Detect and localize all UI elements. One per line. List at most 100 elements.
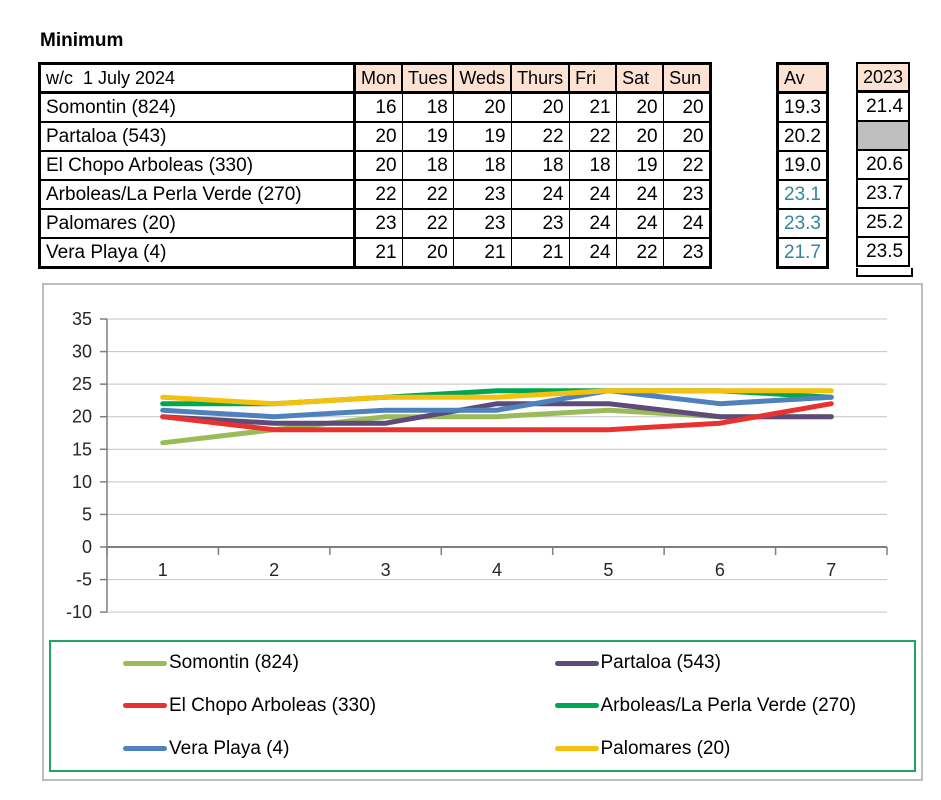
day-value-cell[interactable]: 23 bbox=[510, 208, 570, 239]
day-value-cell[interactable]: 19 bbox=[452, 121, 512, 152]
series-line-el-chopo-arboleas-330- bbox=[160, 401, 834, 433]
day-value-cell[interactable]: 24 bbox=[510, 179, 570, 210]
legend-item-label: Arboleas/La Perla Verde (270) bbox=[600, 694, 857, 716]
row-name-cell[interactable]: Arboleas/La Perla Verde (270) bbox=[38, 179, 356, 210]
legend-item[interactable]: Somontin (824) bbox=[51, 652, 483, 674]
day-value-cell[interactable]: 20 bbox=[662, 121, 711, 152]
av-value-cell[interactable]: 23.3 bbox=[777, 208, 828, 239]
row-name-cell[interactable]: Palomares (20) bbox=[38, 208, 356, 239]
day-value-cell[interactable]: 20 bbox=[354, 150, 403, 181]
day-value-cell[interactable]: 20 bbox=[401, 237, 454, 269]
table-row: Partaloa (543) 20 19 19 22 22 20 20 bbox=[38, 121, 711, 152]
day-value-cell[interactable]: 21 bbox=[452, 237, 512, 269]
day-value-cell[interactable]: 21 bbox=[568, 91, 617, 123]
y-axis-label: -10 bbox=[66, 602, 92, 622]
legend-item[interactable]: Arboleas/La Perla Verde (270) bbox=[483, 695, 915, 717]
day-value-cell[interactable]: 23 bbox=[354, 208, 403, 239]
day-value-cell[interactable]: 24 bbox=[568, 179, 617, 210]
year-empty-cell[interactable] bbox=[856, 120, 910, 151]
day-value-cell[interactable]: 22 bbox=[615, 237, 664, 269]
year-row: 23.7 bbox=[856, 178, 910, 209]
row-name-cell[interactable]: El Chopo Arboleas (330) bbox=[38, 150, 356, 181]
day-value-cell[interactable]: 22 bbox=[510, 121, 570, 152]
av-value-cell[interactable]: 23.1 bbox=[777, 179, 828, 210]
day-value-cell[interactable]: 18 bbox=[452, 150, 512, 181]
day-value-cell[interactable]: 23 bbox=[662, 237, 711, 269]
day-value-cell[interactable]: 22 bbox=[401, 208, 454, 239]
day-value-cell[interactable]: 21 bbox=[510, 237, 570, 269]
day-header[interactable]: Weds bbox=[452, 62, 513, 94]
day-value-cell[interactable]: 23 bbox=[452, 208, 512, 239]
row-name-cell[interactable]: Somontin (824) bbox=[38, 91, 356, 123]
year-value-cell[interactable]: 20.6 bbox=[856, 149, 910, 180]
legend-item[interactable]: El Chopo Arboleas (330) bbox=[51, 695, 483, 717]
table-row: El Chopo Arboleas (330) 20 18 18 18 18 19 22 bbox=[38, 150, 711, 181]
chart-container[interactable]: 35 30 25 20 15 10 5 0 -5 -10 1 2 3 4 5 6 7 Somontin (824… bbox=[42, 283, 923, 781]
day-value-cell[interactable]: 22 bbox=[354, 179, 403, 210]
day-value-cell[interactable]: 20 bbox=[615, 121, 664, 152]
year-value-cell[interactable]: 21.4 bbox=[856, 90, 910, 122]
y-axis-label: 5 bbox=[82, 504, 92, 524]
year-value-cell[interactable]: 25.2 bbox=[856, 207, 910, 238]
legend-line-swatch bbox=[554, 703, 599, 709]
x-axis-label: 3 bbox=[381, 560, 391, 580]
day-value-cell[interactable]: 18 bbox=[401, 150, 454, 181]
av-value-cell[interactable]: 21.7 bbox=[777, 237, 828, 269]
x-axis-label: 1 bbox=[158, 560, 168, 580]
day-value-cell[interactable]: 18 bbox=[510, 150, 570, 181]
av-header[interactable]: Av bbox=[776, 62, 829, 94]
legend-item-label: El Chopo Arboleas (330) bbox=[169, 694, 377, 716]
day-header[interactable]: Tues bbox=[401, 62, 455, 94]
day-value-cell[interactable]: 23 bbox=[662, 179, 711, 210]
day-value-cell[interactable]: 19 bbox=[615, 150, 664, 181]
day-header[interactable]: Mon bbox=[353, 62, 404, 94]
av-value-cell[interactable]: 19.0 bbox=[777, 150, 828, 181]
year-row: 20.6 bbox=[856, 149, 910, 180]
year-row bbox=[856, 120, 910, 151]
day-value-cell[interactable]: 24 bbox=[568, 208, 617, 239]
row-name-cell[interactable]: Partaloa (543) bbox=[38, 121, 356, 152]
average-row: 19.3 bbox=[777, 91, 828, 123]
table-row: Somontin (824) 16 18 20 20 21 20 20 bbox=[38, 91, 711, 123]
year-row: 23.5 bbox=[856, 236, 910, 267]
year-value-cell[interactable]: 23.7 bbox=[856, 178, 910, 209]
legend-item[interactable]: Partaloa (543) bbox=[483, 652, 915, 674]
day-value-cell[interactable]: 20 bbox=[452, 91, 512, 123]
day-value-cell[interactable]: 24 bbox=[615, 208, 664, 239]
day-header[interactable]: Sat bbox=[615, 62, 665, 94]
day-value-cell[interactable]: 23 bbox=[452, 179, 512, 210]
day-value-cell[interactable]: 22 bbox=[662, 150, 711, 181]
legend-item[interactable]: Palomares (20) bbox=[483, 738, 915, 760]
day-header[interactable]: Thurs bbox=[510, 62, 571, 94]
day-value-cell[interactable]: 19 bbox=[401, 121, 454, 152]
day-value-cell[interactable]: 24 bbox=[568, 237, 617, 269]
legend-item[interactable]: Vera Playa (4) bbox=[51, 738, 483, 760]
average-header-row: Av bbox=[776, 62, 829, 94]
day-value-cell[interactable]: 20 bbox=[354, 121, 403, 152]
row-name-cell[interactable]: Vera Playa (4) bbox=[38, 237, 356, 269]
year-value-cell[interactable]: 23.5 bbox=[856, 236, 910, 267]
day-value-cell[interactable]: 20 bbox=[510, 91, 570, 123]
y-axis-label: -5 bbox=[76, 570, 92, 590]
day-value-cell[interactable]: 20 bbox=[615, 91, 664, 123]
y-axis-label: 20 bbox=[72, 407, 92, 427]
day-header[interactable]: Fri bbox=[568, 62, 618, 94]
week-label-header[interactable]: w/c 1 July 2024 bbox=[38, 62, 356, 94]
day-value-cell[interactable]: 18 bbox=[401, 91, 454, 123]
day-value-cell[interactable]: 24 bbox=[615, 179, 664, 210]
year-header[interactable]: 2023 bbox=[855, 62, 911, 93]
day-value-cell[interactable]: 16 bbox=[354, 91, 403, 123]
day-value-cell[interactable]: 20 bbox=[662, 91, 711, 123]
day-value-cell[interactable]: 22 bbox=[568, 121, 617, 152]
average-row: 23.3 bbox=[777, 208, 828, 239]
av-value-cell[interactable]: 20.2 bbox=[777, 121, 828, 152]
day-value-cell[interactable]: 18 bbox=[568, 150, 617, 181]
av-value-cell[interactable]: 19.3 bbox=[777, 91, 828, 123]
average-table: Av 19.3 20.2 19.0 23.1 23.3 21.7 bbox=[776, 62, 829, 269]
day-header[interactable]: Sun bbox=[662, 62, 712, 94]
table-row: Arboleas/La Perla Verde (270) 22 22 23 24 24 2… bbox=[38, 179, 711, 210]
year-row: 25.2 bbox=[856, 207, 910, 238]
day-value-cell[interactable]: 21 bbox=[354, 237, 403, 269]
day-value-cell[interactable]: 24 bbox=[662, 208, 711, 239]
day-value-cell[interactable]: 22 bbox=[401, 179, 454, 210]
